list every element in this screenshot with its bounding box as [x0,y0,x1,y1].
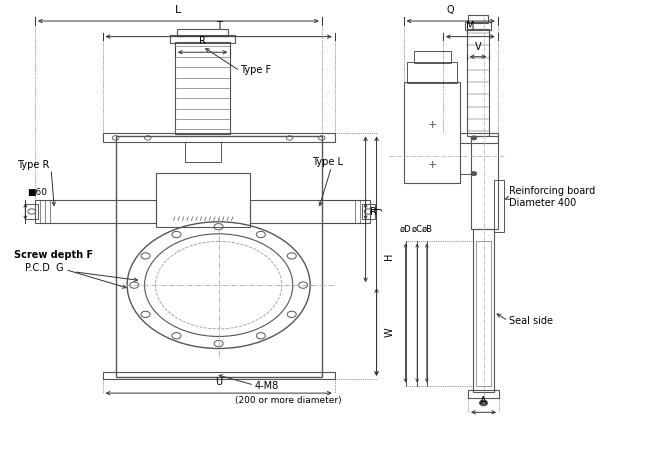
Bar [25,204,38,219]
Text: L: L [176,5,181,15]
Text: Type L: Type L [312,158,343,168]
Text: øC: øC [411,225,422,234]
Text: Q: Q [447,5,454,15]
Text: R: R [370,207,377,217]
Bar [494,180,504,231]
Bar [250,200,370,223]
Text: øB: øB [421,225,432,234]
Circle shape [471,172,476,175]
Text: 4-M8: 4-M8 [254,381,278,391]
Circle shape [471,136,476,140]
Circle shape [480,400,488,405]
Text: ■60: ■60 [27,188,47,197]
Text: +: + [427,120,437,130]
Bar [467,29,489,136]
Text: P.C.D  G: P.C.D G [25,263,64,273]
Text: Seal side: Seal side [509,316,552,326]
Text: T: T [216,21,222,31]
Text: U: U [215,377,222,387]
Bar [35,200,155,223]
Bar [175,42,230,134]
Bar [103,134,335,142]
Bar [465,22,491,30]
Text: +: + [427,159,437,170]
Bar [476,241,491,386]
Bar [471,136,498,229]
Text: Type R: Type R [17,159,49,170]
Text: H: H [384,252,395,260]
Text: R: R [199,36,206,47]
Bar [414,51,450,63]
Text: V: V [474,42,482,52]
Text: Screw depth F: Screw depth F [14,250,94,260]
Text: Diameter 400: Diameter 400 [509,198,576,208]
Text: øD: øD [400,225,411,234]
Bar [103,372,335,379]
Bar [468,390,499,398]
Bar [468,15,488,23]
Bar [408,62,457,83]
Bar [404,82,460,183]
Bar [362,204,374,219]
Text: J: J [373,208,384,211]
Text: Reinforcing board: Reinforcing board [509,187,595,197]
Text: M: M [466,21,474,31]
Text: W: W [384,327,395,337]
Bar [185,142,220,163]
Text: Type F: Type F [240,65,271,75]
Bar [460,133,498,143]
Bar [473,229,494,392]
Text: (200 or more diameter): (200 or more diameter) [235,396,341,405]
Bar [116,136,322,376]
Bar [155,173,250,227]
Bar [170,35,235,43]
Bar [177,29,228,36]
Text: A: A [480,396,487,406]
